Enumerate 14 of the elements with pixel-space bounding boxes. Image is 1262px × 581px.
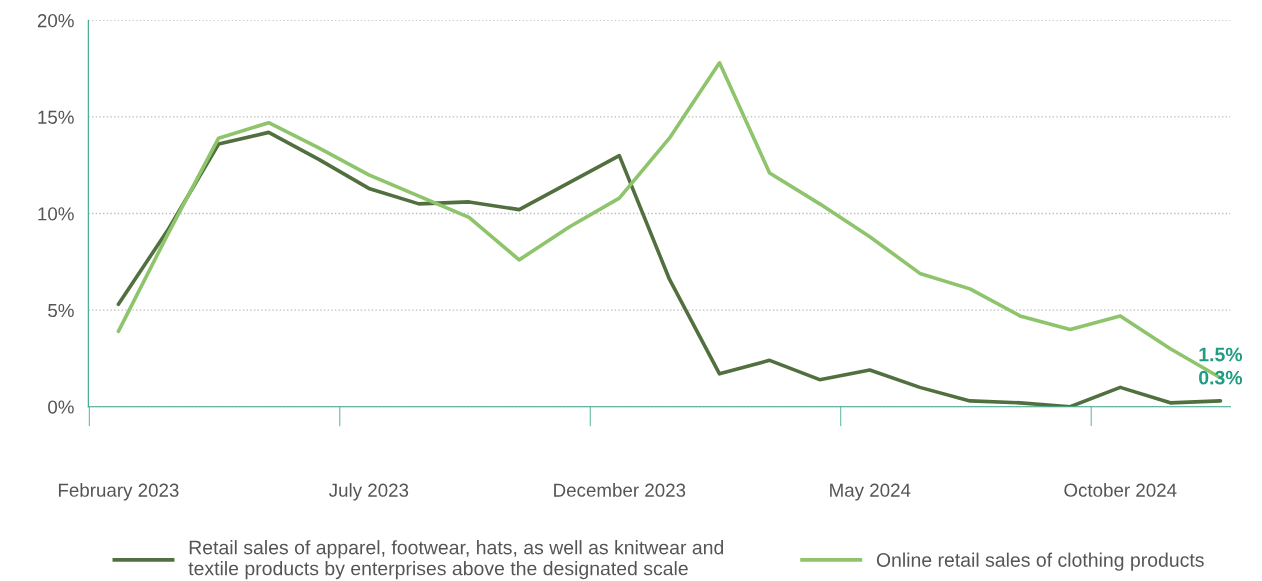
legend-label: Online retail sales of clothing products <box>876 552 1204 571</box>
y-tick-label: 5% <box>48 303 74 318</box>
data-label: 0.3% <box>1199 370 1243 385</box>
data-label: 1.5% <box>1199 347 1243 362</box>
x-tick-label: October 2024 <box>1064 483 1177 497</box>
x-tick-label: February 2023 <box>58 483 179 501</box>
legend-label: Retail sales of apparel, footwear, hats, as well as knitwear and textile products by enterprises above the designated scale <box>188 540 724 580</box>
x-tick-label: May 2024 <box>830 483 911 501</box>
x-tick-label: December 2023 <box>554 483 686 497</box>
x-tick-label: July 2023 <box>329 483 409 501</box>
y-tick-label: 15% <box>38 110 74 124</box>
y-tick-label: 20% <box>37 14 74 28</box>
y-tick-label: 10% <box>38 207 74 221</box>
y-tick-label: 0% <box>48 400 74 414</box>
